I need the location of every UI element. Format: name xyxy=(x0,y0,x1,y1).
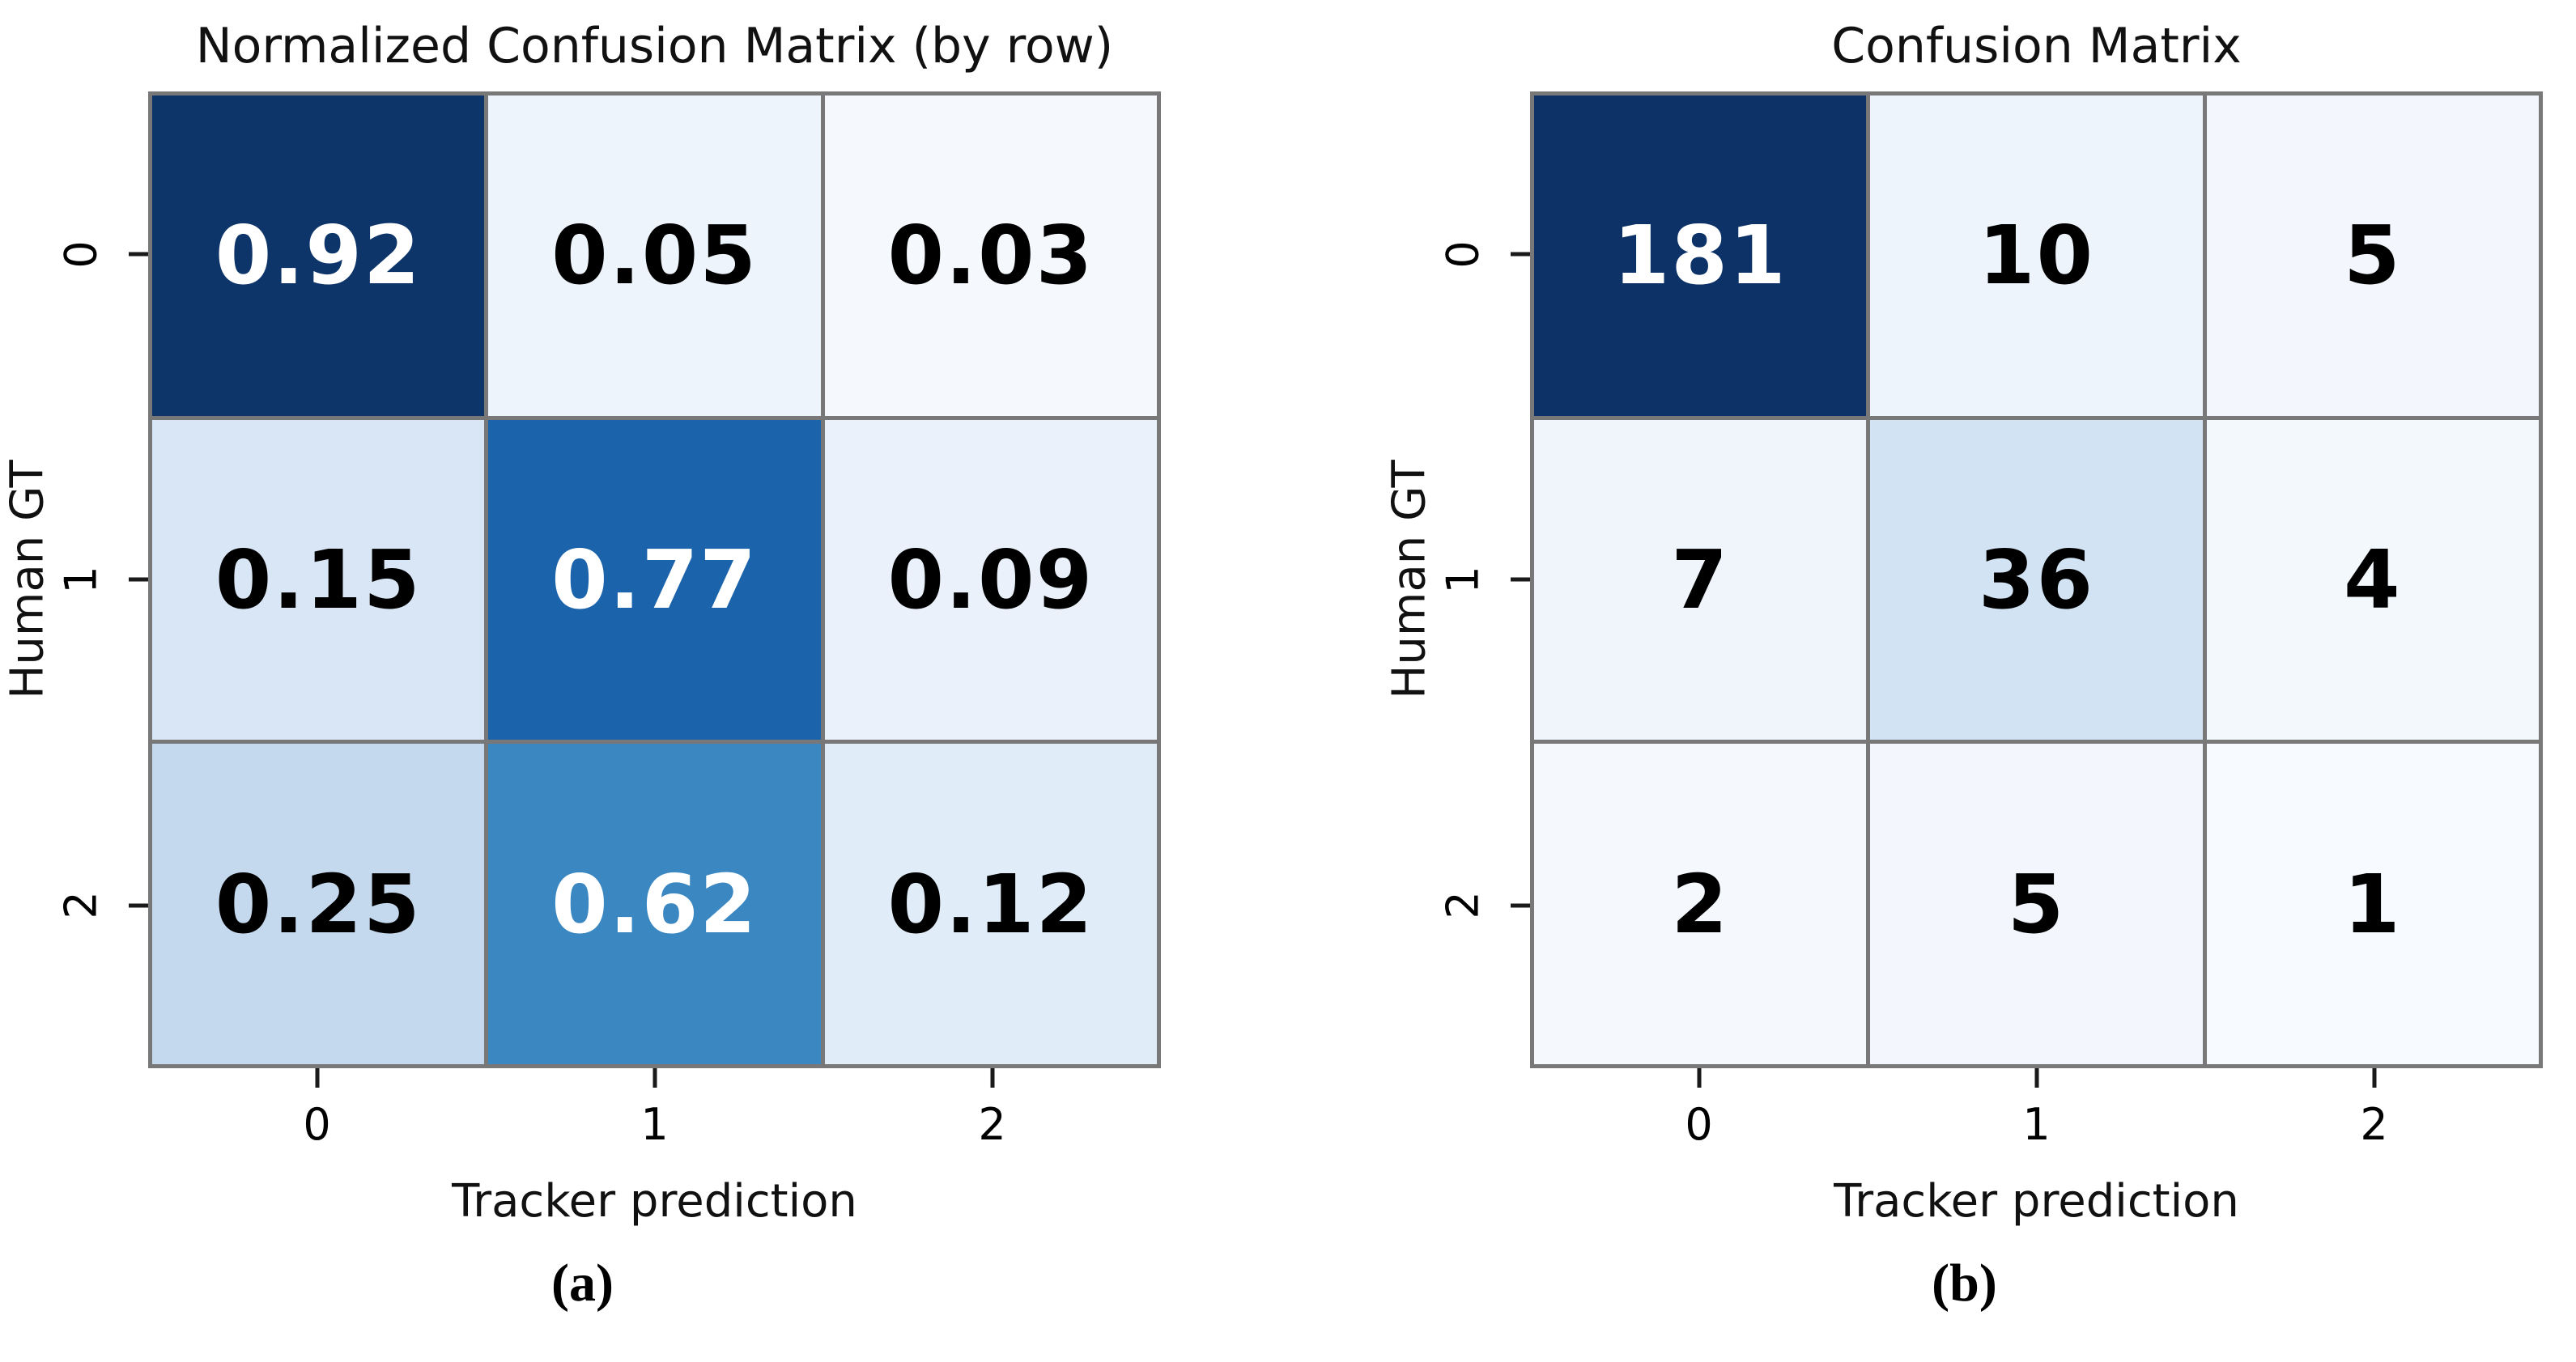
tick-mark xyxy=(1511,252,1530,257)
matrix-cell: 0.62 xyxy=(488,744,821,1064)
matrix-cell: 0.15 xyxy=(152,419,485,740)
tick-label: 2 xyxy=(978,1099,1006,1150)
tick-mark xyxy=(2034,1068,2038,1088)
matrix-cell: 0.77 xyxy=(488,419,821,740)
tick-label: 1 xyxy=(640,1099,669,1150)
tick-mark xyxy=(1511,903,1530,908)
matrix-cell: 0.25 xyxy=(152,744,485,1064)
matrix-cell: 2 xyxy=(1534,744,1867,1064)
tick-mark xyxy=(1697,1068,1701,1088)
x-tick: 0 xyxy=(1530,1068,1868,1165)
matrix-cell: 0.05 xyxy=(488,95,821,416)
tick-mark xyxy=(129,577,148,582)
matrix-cell: 1 xyxy=(2206,744,2539,1064)
x-axis-label: Tracker prediction xyxy=(1834,1175,2239,1228)
tick-mark xyxy=(129,903,148,908)
chart-title: Confusion Matrix xyxy=(1831,18,2242,74)
y-tick: 0 xyxy=(51,91,148,417)
matrix-cell: 7 xyxy=(1534,419,1867,740)
y-axis-ticks: 0 1 2 xyxy=(1433,91,1530,1068)
subfigure-caption: (a) xyxy=(551,1254,614,1313)
tick-label: 1 xyxy=(1437,566,1489,594)
tick-label: 2 xyxy=(1437,891,1489,919)
heatmap-grid: 0.92 0.05 0.03 0.15 0.77 0.09 0.25 0.62 0.12 xyxy=(148,91,1161,1068)
matrix-cell: 36 xyxy=(1870,419,2203,740)
x-axis-ticks: 0 1 2 xyxy=(1530,1068,2543,1165)
tick-mark xyxy=(2372,1068,2376,1088)
y-tick: 2 xyxy=(1433,743,1530,1068)
heatmap-grid: 181 10 5 7 36 4 2 5 1 xyxy=(1530,91,2543,1068)
chart-title: Normalized Confusion Matrix (by row) xyxy=(195,18,1114,74)
x-tick: 1 xyxy=(486,1068,823,1165)
tick-mark xyxy=(129,252,148,257)
x-axis-label: Tracker prediction xyxy=(452,1175,857,1228)
y-tick: 1 xyxy=(1433,417,1530,742)
tick-label: 1 xyxy=(2022,1099,2051,1150)
matrix-cell: 181 xyxy=(1534,95,1867,416)
tick-label: 2 xyxy=(2360,1099,2388,1150)
tick-label: 0 xyxy=(303,1099,331,1150)
y-axis-ticks: 0 1 2 xyxy=(51,91,148,1068)
matrix-cell: 10 xyxy=(1870,95,2203,416)
tick-label: 0 xyxy=(1437,240,1489,269)
tick-mark xyxy=(990,1068,994,1088)
matrix-cell: 0.12 xyxy=(824,744,1157,1064)
y-axis-label: Human GT xyxy=(1,460,54,699)
tick-mark xyxy=(653,1068,657,1088)
y-tick: 0 xyxy=(1433,91,1530,417)
tick-mark xyxy=(1511,577,1530,582)
subfigure-caption: (b) xyxy=(1932,1254,1997,1313)
x-tick: 2 xyxy=(2205,1068,2543,1165)
tick-label: 0 xyxy=(55,240,107,269)
matrix-cell: 0.92 xyxy=(152,95,485,416)
y-tick: 1 xyxy=(51,417,148,742)
tick-label: 2 xyxy=(55,891,107,919)
x-tick: 2 xyxy=(823,1068,1161,1165)
matrix-cell: 0.09 xyxy=(824,419,1157,740)
tick-label: 0 xyxy=(1685,1099,1713,1150)
tick-mark xyxy=(315,1068,319,1088)
x-tick: 0 xyxy=(148,1068,486,1165)
matrix-cell: 5 xyxy=(2206,95,2539,416)
y-axis-label: Human GT xyxy=(1383,460,1436,699)
matrix-cell: 0.03 xyxy=(824,95,1157,416)
y-tick: 2 xyxy=(51,743,148,1068)
matrix-cell: 4 xyxy=(2206,419,2539,740)
tick-label: 1 xyxy=(55,566,107,594)
matrix-cell: 5 xyxy=(1870,744,2203,1064)
x-axis-ticks: 0 1 2 xyxy=(148,1068,1161,1165)
x-tick: 1 xyxy=(1868,1068,2205,1165)
